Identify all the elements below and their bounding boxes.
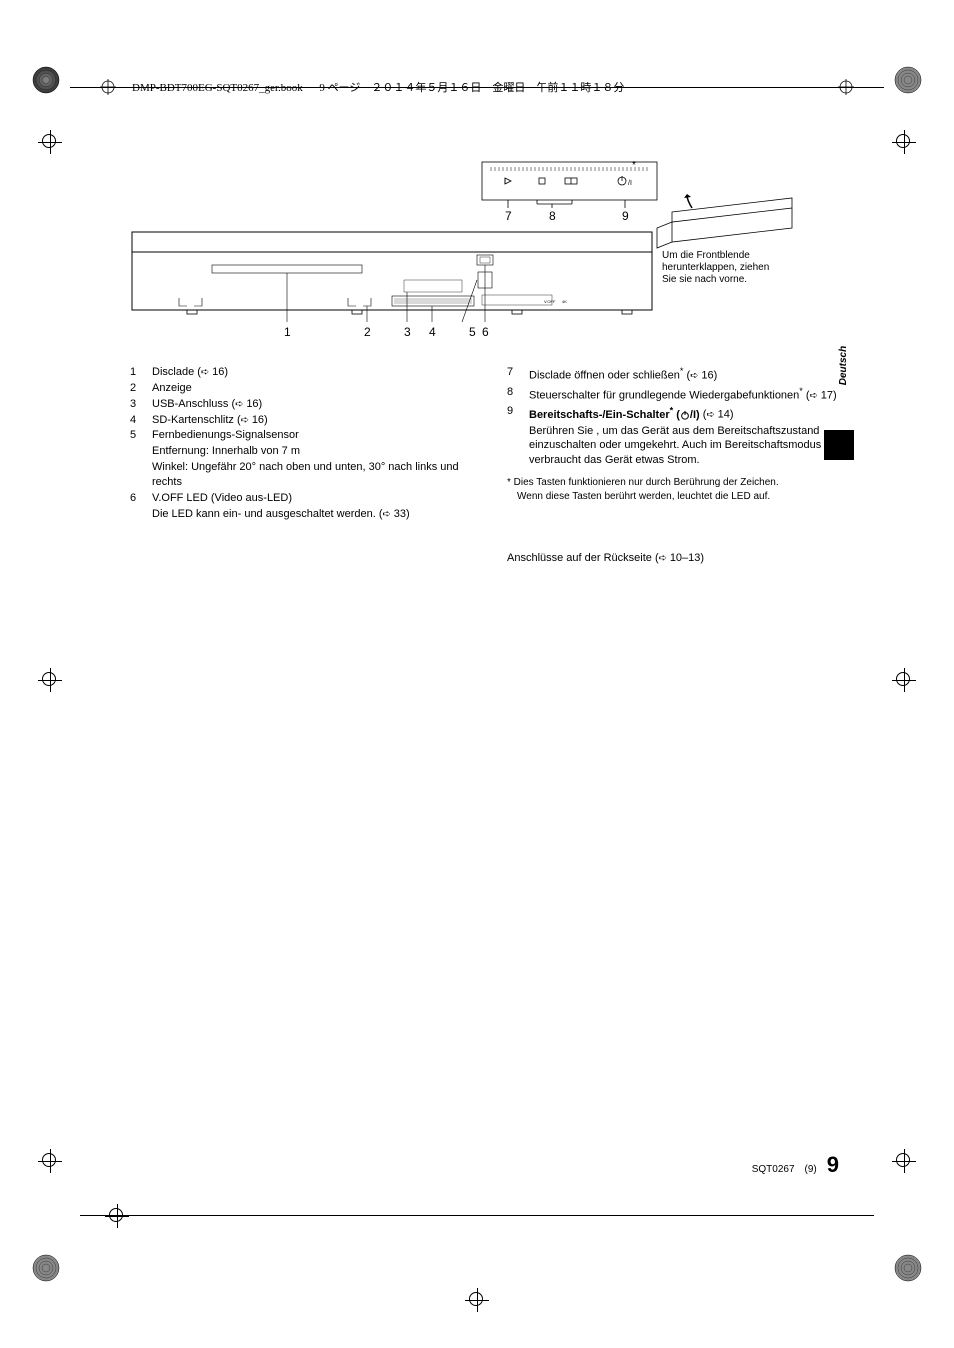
- list-item: 6V.OFF LED (Video aus-LED): [130, 491, 477, 506]
- svg-text:4K: 4K: [562, 299, 567, 304]
- crosshair-icon: [38, 668, 62, 692]
- back-note-text: Anschlüsse auf der Rückseite (: [507, 552, 659, 564]
- diagram-label-4: 4: [429, 325, 436, 339]
- crosshair-icon: [892, 668, 916, 692]
- list-item: 4SD-Kartenschlitz (➪ 16): [130, 413, 477, 428]
- diagram-label-3: 3: [404, 325, 411, 339]
- list-item: Berühren Sie , um das Gerät aus dem Bere…: [507, 424, 854, 469]
- crosshair-icon: [38, 1149, 62, 1173]
- crosshair-icon: [892, 1149, 916, 1173]
- list-item: Die LED kann ein- und ausgeschaltet werd…: [130, 507, 477, 522]
- diagram-label-5: 5: [469, 325, 476, 339]
- footnote: * Dies Tasten funktionieren nur durch Be…: [507, 476, 854, 503]
- diagram-label-2: 2: [364, 325, 371, 339]
- diagram-label-9: 9: [622, 209, 629, 223]
- list-item: Entfernung: Innerhalb von 7 m: [130, 444, 477, 459]
- list-item: 9Bereitschafts-/Ein-Schalter* (/I) (➪ 14…: [507, 404, 854, 423]
- list-item: 8Steuerschalter für grundlegende Wiederg…: [507, 385, 854, 404]
- diagram-asterisk: *: [632, 160, 636, 171]
- diagram-label-6: 6: [482, 325, 489, 339]
- list-item: 5Fernbedienungs-Signalsensor: [130, 428, 477, 443]
- page-content: * /I 7 8 9: [130, 150, 854, 1208]
- list-item: 3USB-Anschluss (➪ 16): [130, 397, 477, 412]
- device-diagram: * /I 7 8 9: [130, 150, 854, 350]
- registration-mark-icon: [894, 1254, 922, 1282]
- callout-line3: Sie sie nach vorne.: [662, 274, 747, 285]
- list-item: Winkel: Ungefähr 20° nach oben und unten…: [130, 460, 477, 490]
- registration-mark-icon: [32, 1254, 60, 1282]
- bottom-rule: [80, 1215, 874, 1216]
- parts-list-right: 7Disclade öffnen oder schließen* (➪ 16)8…: [507, 365, 854, 522]
- header-crosshair-icon: [838, 79, 854, 95]
- registration-mark-icon: [894, 66, 922, 94]
- crosshair-icon: [105, 1204, 129, 1228]
- parts-list: 1Disclade (➪ 16)2Anzeige3USB-Anschluss (…: [130, 365, 854, 522]
- header-filename: DMP-BDT700EG-SQT0267_ger.book: [132, 82, 303, 94]
- callout-line1: Um die Frontblende: [662, 250, 750, 261]
- list-item: 1Disclade (➪ 16): [130, 365, 477, 380]
- list-item: 2Anzeige: [130, 381, 477, 396]
- callout-line2: herunterklappen, ziehen: [662, 262, 769, 273]
- svg-text:V.OFF: V.OFF: [544, 299, 556, 304]
- back-note-ref: 10–13: [670, 552, 701, 564]
- doc-seq: (9): [805, 1164, 817, 1175]
- header-page-info: 9 ページ ２０１４年５月１６日 金曜日 午前１１時１８分: [319, 82, 624, 94]
- page-footer: SQT0267 (9) 9: [752, 1152, 839, 1178]
- page-number: 9: [827, 1152, 839, 1178]
- diagram-label-8: 8: [549, 209, 556, 223]
- svg-text:/I: /I: [628, 180, 632, 187]
- parts-list-left: 1Disclade (➪ 16)2Anzeige3USB-Anschluss (…: [130, 365, 477, 522]
- registration-mark-icon: [32, 66, 60, 94]
- diagram-label-7: 7: [505, 209, 512, 223]
- back-panel-note: Anschlüsse auf der Rückseite (➪ 10–13): [492, 552, 854, 564]
- crosshair-icon: [38, 130, 62, 154]
- perspective-device-icon: [657, 194, 792, 248]
- list-item: 7Disclade öffnen oder schließen* (➪ 16): [507, 365, 854, 384]
- header-crosshair-icon: [100, 79, 116, 95]
- crosshair-icon: [465, 1288, 489, 1312]
- header-text: DMP-BDT700EG-SQT0267_ger.book 9 ページ ２０１４…: [132, 79, 624, 95]
- diagram-label-1: 1: [284, 325, 291, 339]
- arrow-icon: ➪: [659, 553, 670, 564]
- crosshair-icon: [892, 130, 916, 154]
- back-note-suffix: ): [700, 552, 704, 564]
- doc-id: SQT0267: [752, 1164, 795, 1175]
